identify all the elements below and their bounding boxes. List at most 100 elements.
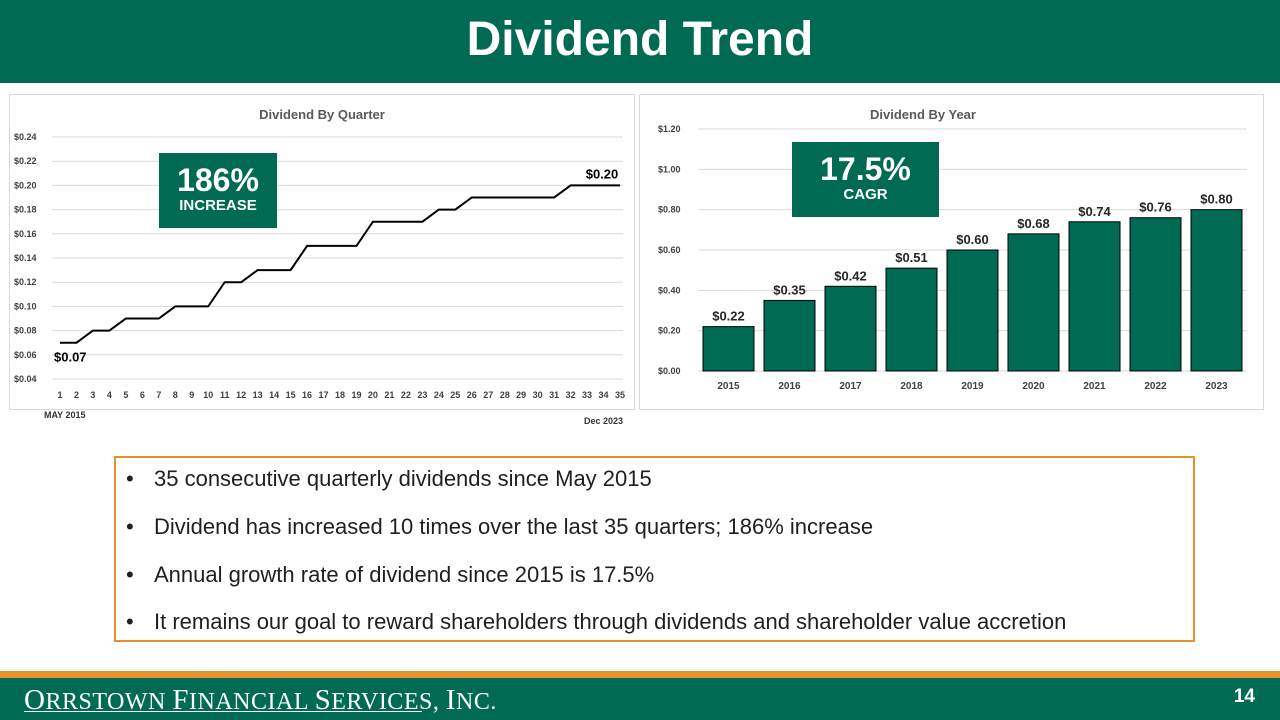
- x-tick-label: 2019: [961, 381, 984, 392]
- x-tick-label: 12: [236, 390, 246, 400]
- y-tick-label: $0.20: [658, 326, 681, 336]
- x-tick-label: 24: [434, 390, 444, 400]
- x-tick-label: 30: [533, 390, 543, 400]
- company-logo: ORRSTOWN FINANCIAL SERVICES, INC.: [24, 684, 497, 717]
- bar-value-label: $0.68: [1017, 216, 1050, 231]
- x-tick-label: 13: [253, 390, 263, 400]
- y-tick-label: $0.24: [14, 132, 37, 142]
- bar: [1190, 209, 1243, 372]
- bullet-item: • Annual growth rate of dividend since 20…: [126, 562, 654, 588]
- x-tick-label: 33: [582, 390, 592, 400]
- x-tick-label: 16: [302, 390, 312, 400]
- y-tick-label: $0.14: [14, 253, 37, 263]
- bar-value-label: $0.60: [956, 232, 989, 247]
- y-tick-label: $0.10: [14, 301, 37, 311]
- bar-value-label: $0.35: [773, 282, 806, 297]
- x-tick-label: 2: [74, 390, 79, 400]
- bar: [946, 249, 999, 372]
- x-tick-label: 28: [500, 390, 510, 400]
- bullet-item: • Dividend has increased 10 times over th…: [126, 514, 873, 540]
- x-tick-label: 29: [516, 390, 526, 400]
- end-date-note: Dec 2023: [584, 416, 624, 426]
- x-tick-label: 19: [351, 390, 361, 400]
- bar-value-label: $0.42: [834, 268, 867, 283]
- y-tick-label: $0.00: [658, 366, 681, 376]
- x-tick-label: 1: [57, 390, 62, 400]
- x-tick-label: 14: [269, 390, 279, 400]
- bar-value-label: $0.51: [895, 250, 928, 265]
- bullet-text: Annual growth rate of dividend since 201…: [154, 562, 655, 587]
- x-tick-label: 2020: [1022, 381, 1045, 392]
- bullet-dot: •: [126, 466, 134, 491]
- x-tick-label: 4: [107, 390, 112, 400]
- x-tick-label: 17: [319, 390, 329, 400]
- bar: [885, 267, 938, 372]
- y-tick-label: $0.12: [14, 277, 37, 287]
- logo-underline: [24, 711, 422, 712]
- x-tick-label: 9: [189, 390, 194, 400]
- cagr-callout-value: 17.5%: [820, 151, 911, 187]
- x-tick-label: 7: [156, 390, 161, 400]
- chart-title: Dividend By Year: [870, 107, 976, 122]
- bar: [824, 285, 877, 372]
- y-tick-label: $0.80: [658, 205, 681, 215]
- bullet-dot: •: [126, 514, 134, 539]
- cagr-callout-label: CAGR: [843, 186, 888, 203]
- bullet-dot: •: [126, 609, 134, 634]
- x-tick-label: 2018: [900, 381, 923, 392]
- x-tick-label: 23: [417, 390, 427, 400]
- y-tick-label: $0.60: [658, 245, 681, 255]
- y-tick-label: $1.20: [658, 124, 681, 134]
- data-label-first: $0.07: [54, 350, 87, 365]
- x-tick-label: 32: [566, 390, 576, 400]
- y-tick-label: $0.40: [658, 285, 681, 295]
- y-tick-label: $0.08: [14, 326, 37, 336]
- bar-value-label: $0.80: [1200, 192, 1233, 207]
- bar-value-label: $0.74: [1078, 204, 1111, 219]
- increase-callout-label: INCREASE: [179, 197, 257, 214]
- bar-value-label: $0.76: [1139, 200, 1172, 215]
- x-tick-label: 2015: [717, 381, 740, 392]
- bullet-text: Dividend has increased 10 times over the…: [154, 514, 874, 539]
- x-tick-label: 21: [384, 390, 394, 400]
- company-logo-text: ORRSTOWN FINANCIAL SERVICES, INC.: [24, 684, 497, 716]
- y-tick-label: $0.04: [14, 374, 37, 384]
- chart-title: Dividend By Quarter: [259, 107, 385, 122]
- x-tick-label: 35: [615, 390, 625, 400]
- quarter-chart-panel: Dividend By Quarter $0.04 $0.06 $0.08 $0.10 $…: [9, 94, 635, 410]
- x-tick-label: 5: [123, 390, 128, 400]
- x-tick-label: 22: [401, 390, 411, 400]
- x-tick-label: 2017: [839, 381, 862, 392]
- cagr-callout: 17.5% CAGR: [792, 142, 939, 217]
- x-tick-label: 8: [173, 390, 178, 400]
- start-date-note: MAY 2015: [44, 410, 86, 420]
- x-tick-label: 2022: [1144, 381, 1167, 392]
- increase-callout-value: 186%: [177, 162, 259, 198]
- bar: [1068, 221, 1121, 372]
- footer-accent-line: [0, 671, 1280, 678]
- title-bar: Dividend Trend: [0, 0, 1280, 83]
- key-points-box: • 35 consecutive quarterly dividends sinc…: [114, 456, 1195, 642]
- x-tick-label: 34: [599, 390, 609, 400]
- x-tick-label: 2016: [778, 381, 801, 392]
- bullet-item: • It remains our goal to reward sharehold…: [126, 609, 1066, 635]
- x-tick-label: 15: [286, 390, 296, 400]
- y-tick-label: $0.06: [14, 350, 37, 360]
- footer-bar: [0, 678, 1280, 720]
- x-tick-label: 18: [335, 390, 345, 400]
- y-tick-label: $0.16: [14, 229, 37, 239]
- x-tick-label: 2021: [1083, 381, 1106, 392]
- x-tick-label: 6: [140, 390, 145, 400]
- x-tick-label: 10: [203, 390, 213, 400]
- year-chart-panel: Dividend By Year $0.00 $0.20 $0.40 $0.60 $0.8…: [639, 94, 1264, 410]
- bullet-item: • 35 consecutive quarterly dividends sinc…: [126, 466, 652, 492]
- x-tick-label: 2023: [1205, 381, 1228, 392]
- x-tick-label: 11: [220, 390, 230, 400]
- bar: [763, 299, 816, 372]
- y-tick-label: $0.22: [14, 156, 37, 166]
- page-title: Dividend Trend: [466, 13, 814, 66]
- bar-value-label: $0.22: [712, 309, 745, 324]
- bullet-text: 35 consecutive quarterly dividends since…: [154, 466, 652, 491]
- bar: [702, 326, 755, 372]
- data-label-last: $0.20: [586, 166, 619, 181]
